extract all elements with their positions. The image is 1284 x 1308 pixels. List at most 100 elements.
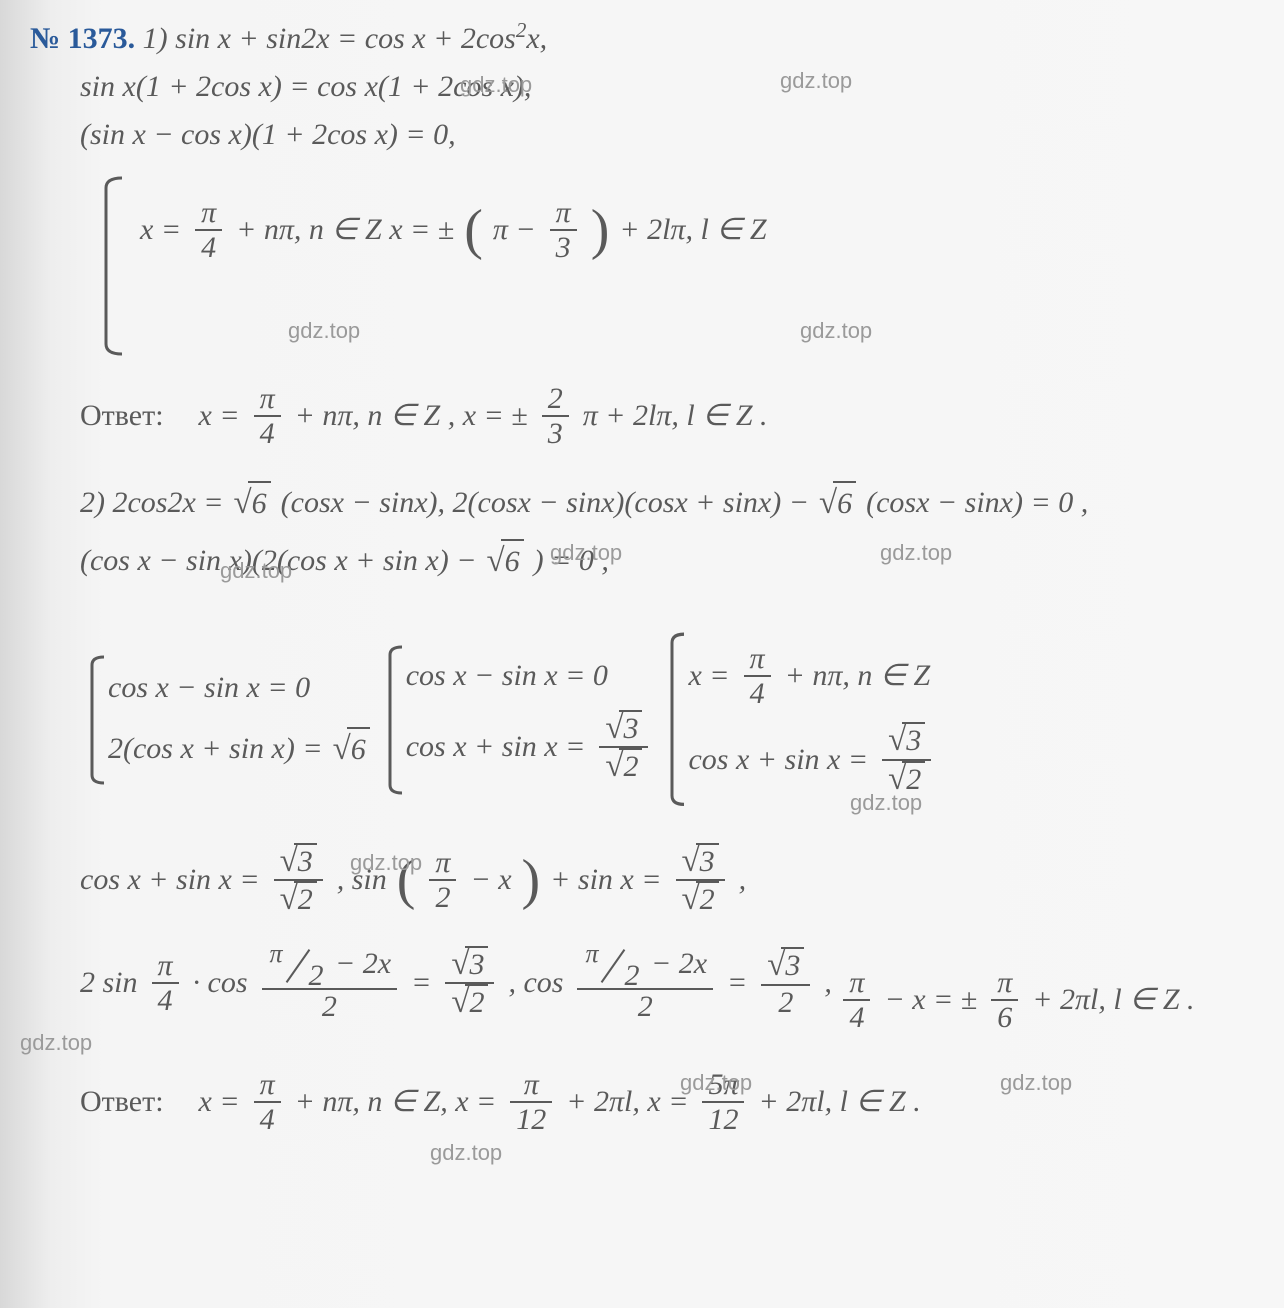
frac-den: 2 (599, 748, 648, 784)
sys-row: cos x + sin x = 3 2 (406, 710, 653, 785)
radicand: 3 (696, 843, 719, 878)
fraction: π4 (744, 642, 771, 710)
frac-den: 2 (262, 990, 398, 1023)
sqrt: 2 (888, 761, 925, 797)
eq-text: + sin x = (550, 859, 661, 901)
radicand: 2 (696, 881, 719, 916)
eq-text: cos x + sin x = (688, 739, 868, 781)
fraction: π2 − 2x 2 (577, 944, 713, 1023)
eq-text: + 2lπ, l ∈ Z (619, 209, 766, 251)
sqrt: 3 (682, 843, 719, 879)
eq-text: + nπ, n ∈ Z (785, 655, 931, 697)
fraction: π4 (195, 196, 222, 264)
sqrt: 6 (486, 538, 523, 584)
radicand: 2 (465, 984, 488, 1019)
fraction: 23 (542, 382, 569, 450)
eq-text: + 2πl, l ∈ Z . (1032, 979, 1194, 1021)
frac-num: 3 (599, 710, 648, 748)
answer-label: Ответ: (80, 1081, 164, 1123)
frac-den: 2 (274, 881, 323, 917)
frac-num: 2 (542, 382, 569, 417)
eq-text: π + 2lπ, l ∈ Z . (583, 395, 768, 437)
eq-text: , (739, 859, 747, 901)
eq-text: + 2πl, l ∈ Z . (758, 1081, 920, 1123)
math-page: gdz.top gdz.top gdz.top gdz.top gdz.top … (0, 0, 1284, 1308)
eq-text: − x (470, 859, 511, 901)
fraction: 3 2 (599, 710, 648, 785)
sys-row: cos x − sin x = 0 (108, 667, 370, 709)
sqrt: 3 (451, 946, 488, 982)
eq-text: cos x + sin x = (80, 859, 260, 901)
frac-num: π (550, 196, 577, 231)
answer-p2: Ответ: x = π4 + nπ, n ∈ Z, x = π12 + 2πl… (80, 1068, 921, 1136)
eq-text: + nπ, n ∈ Z (236, 209, 382, 251)
slash-den: 2 (624, 959, 639, 992)
line-p2-eq1: 2) 2cos2x = 6 (cosx − sinx), 2(cosx − si… (80, 480, 1088, 526)
radicand: 6 (248, 481, 271, 525)
systems-row: cos x − sin x = 0 2(cos x + sin x) = 6 c… (80, 622, 1254, 817)
eq-text: x = (199, 395, 240, 437)
fraction: π12 (510, 1068, 552, 1136)
eq-text: (cosx − sinx), 2(cosx − sinx)(cosx + sin… (281, 482, 809, 524)
slash-num: π (585, 940, 598, 969)
radicand: 6 (833, 481, 856, 525)
answer-label: Ответ: (80, 395, 164, 437)
frac-num: 3 (445, 946, 494, 984)
frac-den: 2 (445, 984, 494, 1020)
eq-text: + nπ, n ∈ Z, x = (295, 1081, 497, 1123)
sqrt: 2 (451, 984, 488, 1020)
eq-text: − 2x (328, 946, 392, 979)
frac-num: 3 (274, 843, 323, 881)
fraction: π4 (843, 966, 870, 1034)
radicand: 3 (465, 946, 488, 981)
frac-den: 4 (254, 1103, 281, 1136)
frac-den: 4 (152, 984, 179, 1017)
frac-den: 2 (761, 986, 810, 1019)
frac-den: 2 (882, 761, 931, 797)
frac-num: π (254, 1068, 281, 1103)
eq-text: 2 sin (80, 962, 138, 1004)
line-p1-eq3: (sin x − cos x)(1 + 2cos x) = 0, (80, 114, 1254, 156)
line-p2-4: 2 sin π4 · cos π2 − 2x 2 = 3 2 , cos π2 … (80, 944, 832, 1023)
sqrt: 2 (280, 881, 317, 917)
sqrt: 3 (767, 947, 804, 983)
fraction: 3 2 (445, 946, 494, 1021)
slash-fraction: π2 (583, 944, 643, 988)
fraction: π4 (152, 949, 179, 1017)
sys-row: x = π4 + nπ, n ∈ Z (688, 642, 935, 710)
eq-text: − 2x (643, 946, 707, 979)
eq-text: 2(cos x + sin x) = (108, 728, 323, 770)
radicand: 3 (619, 710, 642, 745)
watermark: gdz.top (350, 850, 422, 876)
fraction: 3 2 (676, 843, 725, 918)
frac-den: 4 (843, 1001, 870, 1034)
paren-icon: ( (464, 208, 483, 253)
eq-text: + nπ, n ∈ Z , x = ± (295, 395, 528, 437)
line-p2-eq2: (cos x − sin x)(2(cos x + sin x) − 6 ) =… (80, 538, 609, 584)
answer-p1: Ответ: x = π4 + nπ, n ∈ Z , x = ± 23 π +… (80, 382, 768, 450)
frac-num: 3 (882, 722, 931, 760)
eq-text: x = (688, 655, 729, 697)
eq-text: π − (493, 209, 536, 251)
sys-row: 2(cos x + sin x) = 6 (108, 726, 370, 772)
frac-den: 2 (676, 881, 725, 917)
sys-row: cos x + sin x = 3 2 (688, 722, 935, 797)
frac-num: π (254, 382, 281, 417)
sys-row: x = π4 + nπ, n ∈ Z (140, 196, 382, 264)
slash-fraction: π2 (268, 944, 328, 988)
eq-text: , (824, 962, 832, 1004)
sqrt: 3 (888, 722, 925, 758)
eq-text: cos x + sin x = (406, 726, 586, 768)
sqrt: 6 (234, 480, 271, 526)
fraction: 3 2 (882, 722, 931, 797)
frac-den: 6 (991, 1001, 1018, 1034)
radicand: 2 (619, 748, 642, 783)
eq-text: x = ± (389, 209, 454, 251)
eq-text: = (411, 962, 431, 1004)
line-p1-eq1: № 1373. 1) sin x + sin2x = cos x + 2cos2… (30, 16, 1254, 60)
frac-num: π (510, 1068, 552, 1103)
system: cos x − sin x = 0 2(cos x + sin x) = 6 (88, 655, 370, 785)
fraction: π4 (254, 382, 281, 450)
eq-text: (cosx − sinx) = 0 , (866, 482, 1088, 524)
radicand: 6 (347, 727, 370, 771)
